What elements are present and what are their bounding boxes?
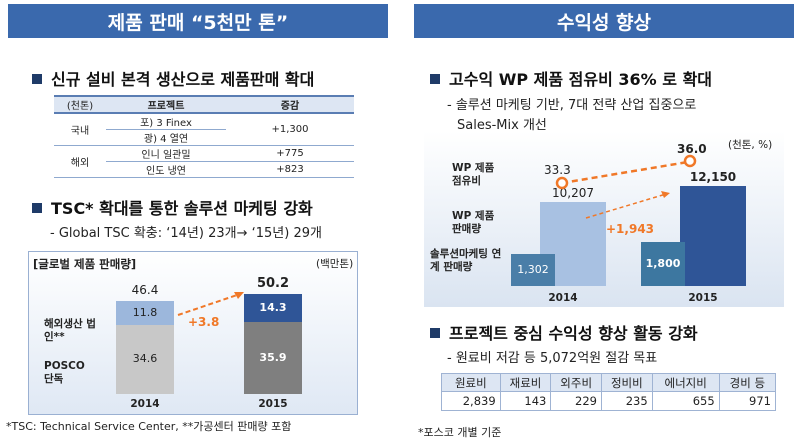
bullet-square-icon [32, 203, 42, 213]
chart2-unit: (천톤, %) [728, 139, 773, 151]
bullet-square-icon [32, 74, 42, 84]
left-section2-sub: - Global TSC 확충: ‘14년) 23개→ ‘15년) 29개 [50, 226, 322, 241]
table-cell: 229 [550, 391, 602, 411]
left-section1-heading: 신규 설비 본격 생산으로 제품판매 확대 [32, 66, 314, 90]
share-point-2014 [555, 176, 569, 190]
legend-solution-sales: 솔루션마케팅 연계 판매량 [430, 248, 510, 274]
x-tick-2014: 2014 [130, 398, 160, 410]
change-cell: +823 [226, 161, 354, 178]
change-cell: +1,300 [226, 113, 354, 146]
legend-overseas-label: 해외생산 법인** [44, 318, 96, 343]
value-label-posco-2015: 35.9 [259, 351, 287, 365]
legend-posco-label: POSCO 단독 [44, 360, 85, 385]
right-section1-sub2: Sales-Mix 개선 [457, 118, 547, 133]
table-cell: 2,839 [441, 391, 501, 411]
value-label-wp-sales-2014: 10,207 [552, 186, 594, 201]
bar-solution-2015 [641, 241, 685, 286]
right-banner: 수익성 향상 [414, 4, 794, 38]
x-tick-2014: 2014 [548, 292, 578, 304]
table-row: 인도 냉연 +823 [54, 161, 354, 178]
left-footnote: *TSC: Technical Service Center, **가공센터 판… [6, 420, 292, 433]
project-cell: 인니 일관밀 [106, 145, 226, 162]
table-header: 프로젝트 [106, 95, 226, 114]
right-section1-heading: 고수익 WP 제품 점유비 36% 로 확대 [430, 66, 712, 90]
region-cell: 해외 [54, 145, 106, 178]
table-header: 증감 [226, 95, 354, 114]
right-section1-sub1: - 솔루션 마케팅 기반, 7대 전략 산업 집중으로 [447, 98, 697, 113]
table-header: 경비 등 [718, 373, 777, 392]
project-cell: 광) 4 열연 [106, 129, 226, 146]
x-tick-2015: 2015 [258, 398, 288, 410]
x-tick-2015: 2015 [688, 292, 718, 304]
value-label-solution-2014: 1,302 [517, 262, 549, 276]
project-cell: 인도 냉연 [106, 161, 226, 178]
left-section1-title: 신규 설비 본격 생산으로 제품판매 확대 [51, 70, 315, 89]
legend-overseas: 해외생산 법인** [44, 318, 104, 344]
chart-title: [글로벌 제품 판매량] [33, 257, 137, 271]
bullet-square-icon [430, 328, 440, 338]
legend-wp-sales-label: WP 제품 판매량 [452, 210, 495, 235]
value-label-solution-2015: 1,800 [645, 256, 681, 270]
table-header: (천톤) [54, 95, 106, 114]
value-label-wp-sales-2015: 12,150 [689, 170, 737, 185]
table-cell: 143 [499, 391, 552, 411]
total-label-2014: 46.4 [131, 283, 159, 298]
table-cell: 971 [718, 391, 777, 411]
left-banner: 제품 판매 “5천만 톤” [8, 4, 388, 38]
bar-overseas-2014 [116, 301, 174, 325]
total-label-2015: 50.2 [256, 275, 290, 291]
table-header: 정비비 [600, 373, 653, 392]
share-point-2015 [683, 154, 697, 168]
table-header: 에너지비 [651, 373, 720, 392]
bar-posco-2014 [116, 324, 174, 394]
legend-posco: POSCO 단독 [44, 360, 85, 386]
bar-wp-sales-2015 [680, 186, 746, 286]
product-sales-table: (천톤) 프로젝트 증감 국내 포) 3 Finex +1,300 광) 4 열… [54, 95, 354, 178]
legend-wp-sales: WP 제품 판매량 [452, 210, 504, 236]
table-header: 재료비 [499, 373, 552, 392]
project-cell: 포) 3 Finex [106, 113, 226, 130]
left-banner-title: 제품 판매 “5천만 톤” [107, 11, 289, 34]
chart1-annotation: +3.8 [188, 315, 220, 329]
region-cell: 국내 [54, 113, 106, 146]
right-section2-heading: 프로젝트 중심 수익성 향상 활동 강화 [430, 320, 698, 344]
bar-overseas-2015 [244, 293, 302, 323]
right-section2-sub: - 원료비 저감 등 5,072억원 절감 목표 [447, 351, 658, 366]
bullet-square-icon [430, 74, 440, 84]
table-header: 원료비 [441, 373, 501, 392]
right-banner-title: 수익성 향상 [556, 11, 651, 34]
table-row: 해외 인니 일관밀 +775 [54, 145, 354, 178]
legend-solution-sales-label: 솔루션마케팅 연계 판매량 [430, 248, 502, 273]
value-label-overseas-2015: 14.3 [259, 300, 287, 314]
table-row: 국내 포) 3 Finex +1,300 [54, 113, 354, 146]
change-cell: +775 [226, 145, 354, 162]
table-row: 2,839 143 229 235 655 971 [441, 391, 777, 411]
bar-solution-2014 [511, 253, 555, 286]
share-label-2014: 33.3 [544, 163, 571, 177]
value-label-overseas-2014: 11.8 [132, 306, 158, 319]
legend-wp-share: WP 제품 점유비 [452, 162, 504, 188]
right-footnote: *포스코 개별 기준 [418, 426, 502, 439]
chart2-annotation: +1,943 [606, 222, 655, 236]
table-cell: 655 [651, 391, 720, 411]
global-sales-chart [28, 251, 358, 415]
right-section1-title: 고수익 WP 제품 점유비 36% 로 확대 [449, 70, 713, 89]
right-section2-title: 프로젝트 중심 수익성 향상 활동 강화 [449, 324, 698, 343]
value-label-posco-2014: 34.6 [132, 352, 158, 366]
left-section2-title: TSC* 확대를 통한 솔루션 마케팅 강화 [51, 199, 313, 218]
table-header: 외주비 [550, 373, 602, 392]
table-row: 광) 4 열연 [54, 129, 354, 146]
chart-unit: (백만톤) [316, 258, 354, 270]
left-section2-heading: TSC* 확대를 통한 솔루션 마케팅 강화 [32, 195, 313, 219]
cost-saving-table: 원료비 재료비 외주비 정비비 에너지비 경비 등 2,839 143 229 … [441, 373, 777, 411]
legend-wp-share-label: WP 제품 점유비 [452, 162, 495, 187]
share-label-2015: 36.0 [677, 142, 707, 156]
table-cell: 235 [600, 391, 653, 411]
bar-posco-2015 [244, 322, 302, 394]
